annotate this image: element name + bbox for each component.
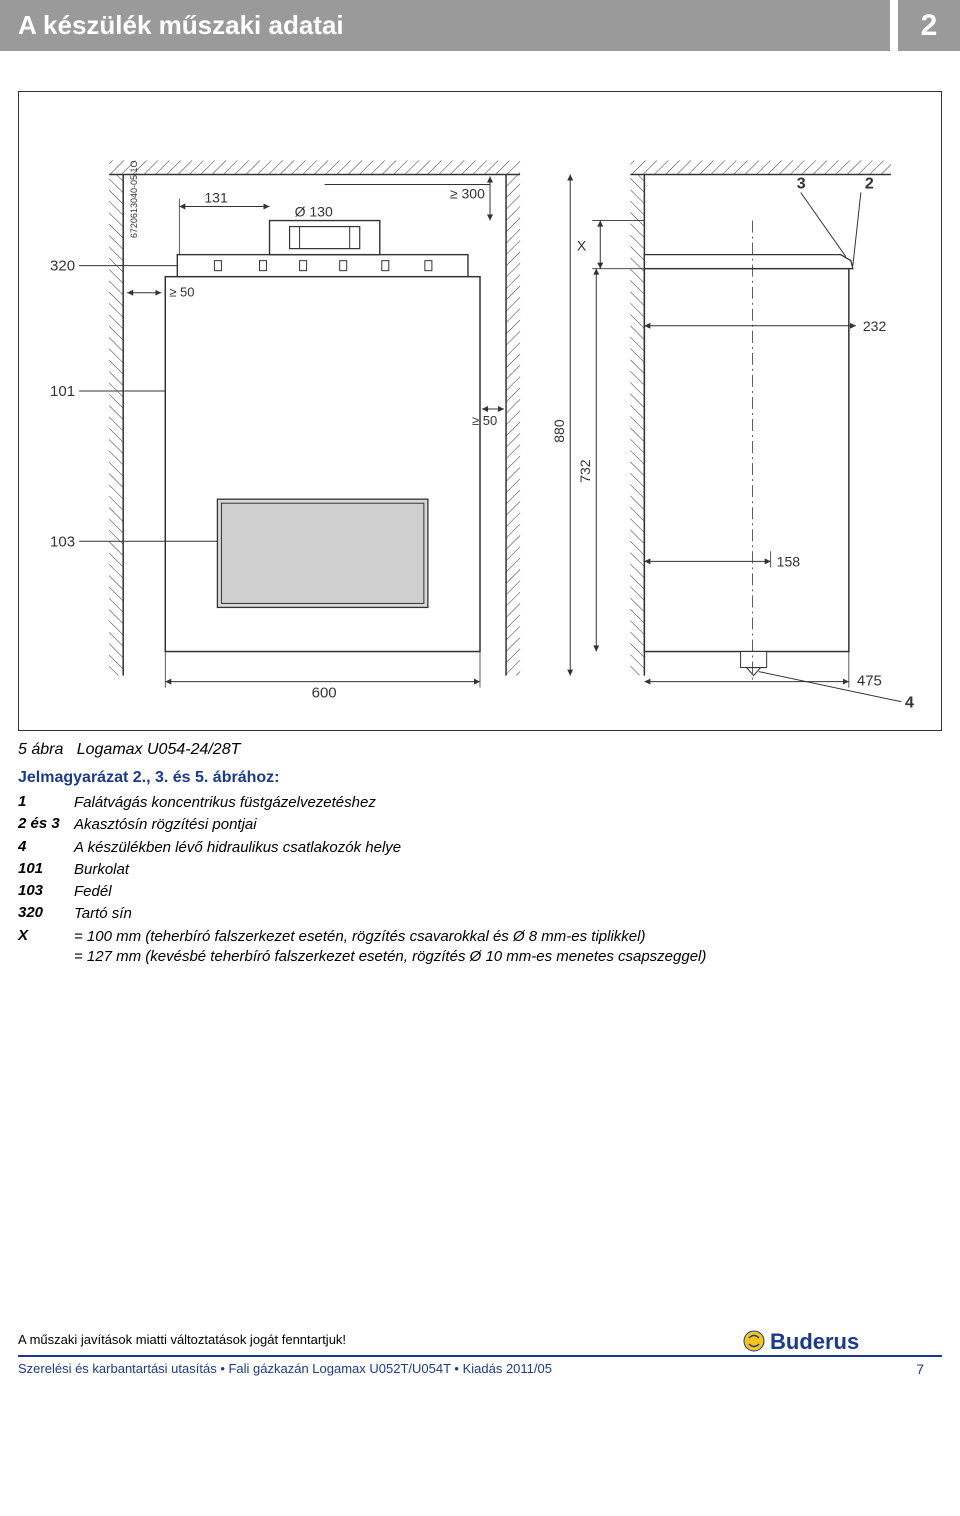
header-section-number: 2 — [898, 0, 960, 51]
legend-row: 320 Tartó sín — [18, 904, 942, 924]
svg-text:131: 131 — [204, 190, 228, 206]
svg-text:Buderus: Buderus — [770, 1329, 859, 1354]
svg-text:600: 600 — [312, 685, 337, 702]
legend-row: 103 Fedél — [18, 882, 942, 902]
technical-drawing: 6720613040-05.1O 131 Ø 130 ≥ 300 ≥ 50 ≥ … — [39, 112, 921, 720]
svg-text:158: 158 — [777, 553, 801, 569]
page-header: A készülék műszaki adatai 2 — [0, 0, 960, 51]
svg-text:≥ 50: ≥ 50 — [169, 285, 194, 300]
svg-text:103: 103 — [50, 533, 75, 550]
svg-text:2: 2 — [865, 174, 874, 192]
caption-text: Logamax U054-24/28T — [77, 741, 241, 758]
footer-rule — [18, 1355, 942, 1357]
figure-caption: 5 ábra Logamax U054-24/28T — [18, 741, 942, 759]
caption-prefix: 5 ábra — [18, 741, 63, 758]
svg-text:≥ 50: ≥ 50 — [472, 413, 497, 428]
header-title: A készülék műszaki adatai — [0, 0, 890, 51]
legend-row: 2 és 3 Akasztósín rögzítési pontjai — [18, 815, 942, 835]
svg-text:≥ 300: ≥ 300 — [450, 186, 485, 202]
legend-row: X = 100 mm (teherbíró falszerkezet eseté… — [18, 927, 942, 968]
front-view: 6720613040-05.1O 131 Ø 130 ≥ 300 ≥ 50 ≥ … — [50, 160, 520, 701]
legend-row: 1 Falátvágás koncentrikus füstgázelvezet… — [18, 793, 942, 813]
side-view: 3 2 X 232 880 732 158 475 — [551, 160, 914, 711]
footer-page-number: 7 — [916, 1361, 924, 1377]
legend-title: Jelmagyarázat 2., 3. és 5. ábrához: — [18, 769, 942, 787]
footer-note: A műszaki javítások miatti változtatások… — [18, 1332, 346, 1347]
legend-row: 4 A készülékben lévő hidraulikus csatlak… — [18, 838, 942, 858]
drawing-id: 6720613040-05.1O — [129, 160, 139, 238]
svg-text:4: 4 — [905, 694, 914, 712]
svg-text:732: 732 — [577, 459, 593, 483]
figure-frame: 6720613040-05.1O 131 Ø 130 ≥ 300 ≥ 50 ≥ … — [18, 91, 942, 731]
svg-text:232: 232 — [863, 318, 887, 334]
legend-row: 101 Burkolat — [18, 860, 942, 880]
page-footer: A műszaki javítások miatti változtatások… — [0, 1327, 960, 1386]
footer-line: Szerelési és karbantartási utasítás • Fa… — [18, 1361, 552, 1376]
svg-text:101: 101 — [50, 383, 75, 400]
svg-text:Ø 130: Ø 130 — [295, 204, 333, 220]
svg-text:475: 475 — [857, 673, 882, 690]
svg-text:3: 3 — [797, 174, 806, 192]
buderus-logo: Buderus — [742, 1327, 882, 1355]
svg-text:320: 320 — [50, 258, 75, 275]
svg-text:880: 880 — [551, 419, 567, 443]
svg-text:X: X — [577, 238, 587, 254]
legend-list: 1 Falátvágás koncentrikus füstgázelvezet… — [18, 793, 942, 967]
